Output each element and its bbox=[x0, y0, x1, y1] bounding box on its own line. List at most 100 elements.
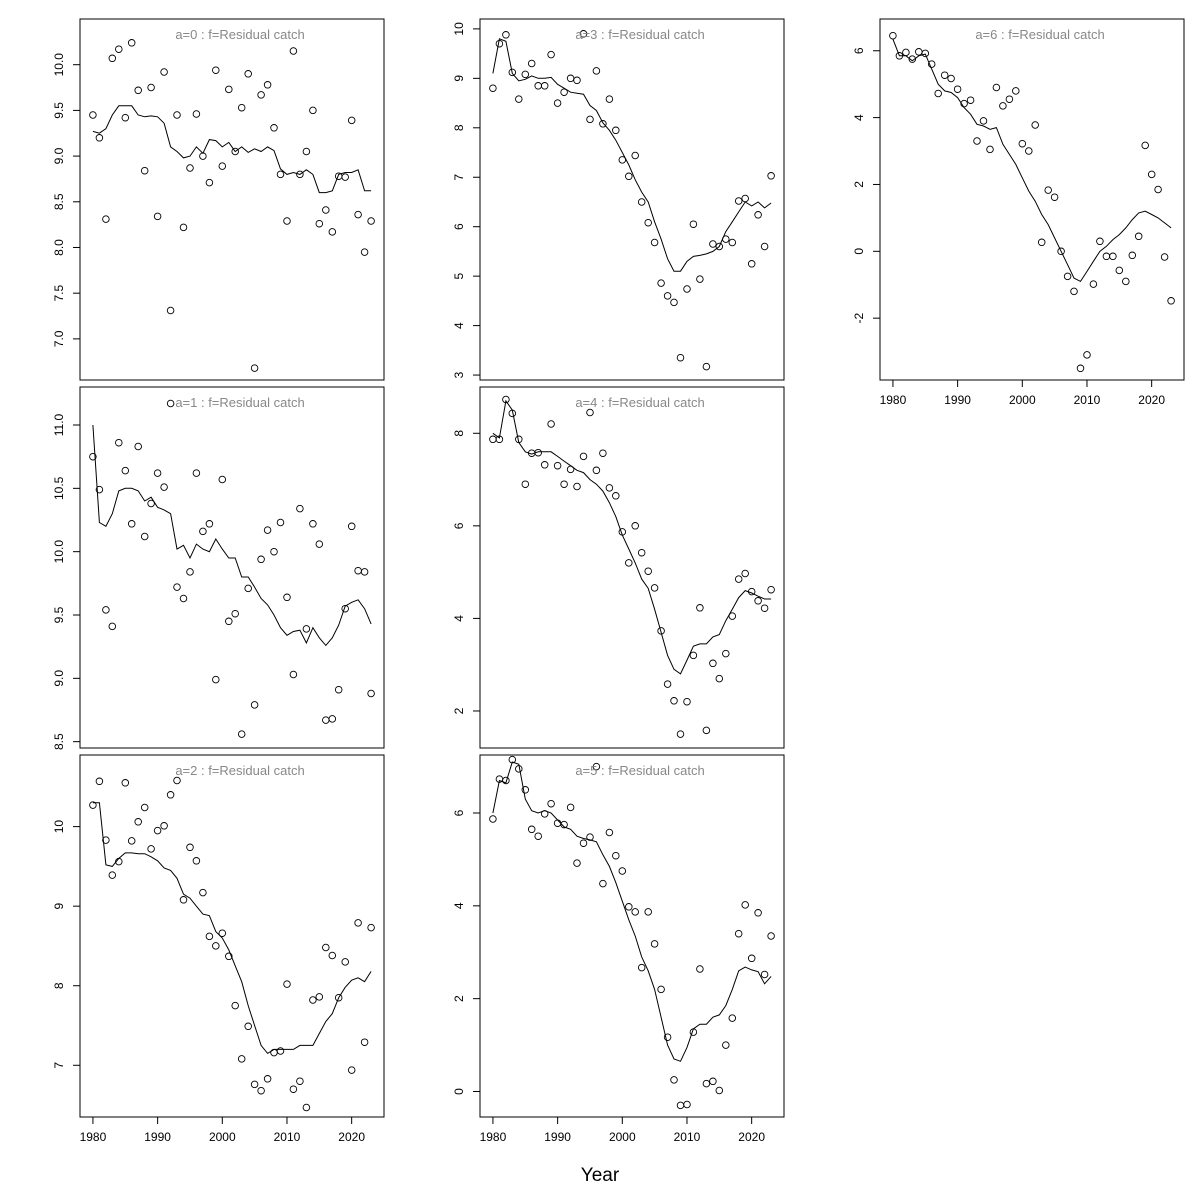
data-point bbox=[1083, 351, 1091, 359]
data-point bbox=[637, 198, 646, 206]
data-point bbox=[186, 568, 194, 576]
data-point bbox=[586, 115, 594, 124]
data-point bbox=[618, 156, 627, 164]
data-point bbox=[592, 67, 601, 75]
data-point bbox=[547, 420, 555, 428]
data-point bbox=[179, 223, 188, 232]
data-point bbox=[166, 399, 175, 408]
y-tick-label: 4 bbox=[452, 902, 466, 909]
data-point bbox=[754, 211, 762, 219]
y-tick-label: 6 bbox=[852, 47, 866, 54]
data-point bbox=[644, 567, 652, 575]
data-point bbox=[940, 71, 949, 79]
data-point bbox=[696, 275, 704, 283]
data-point bbox=[921, 49, 930, 58]
x-axis-title: Year bbox=[581, 1165, 620, 1186]
data-point bbox=[186, 164, 194, 172]
x-tick-label: 2010 bbox=[274, 1130, 301, 1144]
data-point bbox=[902, 48, 910, 57]
y-tick-label: 2 bbox=[452, 995, 466, 1002]
data-point bbox=[302, 625, 311, 633]
x-tick-label: 2000 bbox=[1009, 393, 1036, 407]
panel-title: a=6 : f=Residual catch bbox=[975, 27, 1104, 42]
data-point bbox=[1115, 266, 1124, 275]
data-point bbox=[89, 111, 97, 119]
data-point bbox=[115, 45, 123, 53]
data-point bbox=[367, 217, 375, 225]
data-point bbox=[354, 210, 362, 219]
data-point bbox=[257, 555, 265, 564]
data-point bbox=[1154, 185, 1162, 194]
data-point bbox=[121, 779, 130, 787]
data-point bbox=[360, 1038, 369, 1046]
y-tick-label: 8 bbox=[52, 982, 66, 989]
data-point bbox=[973, 137, 981, 145]
data-point bbox=[754, 909, 762, 917]
panel-a4: 2 4 6 8 a=4 : f=Residual catch bbox=[452, 386, 785, 749]
data-point bbox=[709, 659, 717, 668]
data-point bbox=[263, 81, 272, 89]
data-point bbox=[231, 1001, 239, 1010]
data-point bbox=[612, 126, 620, 135]
y-tick-label: 9.0 bbox=[52, 147, 66, 164]
y-tick-label: 2 bbox=[452, 707, 466, 714]
data-point bbox=[586, 408, 594, 417]
data-point bbox=[212, 942, 220, 950]
data-point bbox=[573, 76, 581, 85]
x-tick-label: 1990 bbox=[544, 1130, 571, 1144]
plot-frame bbox=[479, 754, 785, 1118]
data-point bbox=[1037, 238, 1046, 247]
data-point bbox=[250, 701, 259, 709]
data-point bbox=[250, 364, 259, 372]
data-point bbox=[1012, 87, 1020, 95]
data-point bbox=[612, 851, 620, 860]
panel-a2: 7 8 9 10 1980 1990 2000 2010 2020 a=2 : f=Residua… bbox=[52, 754, 385, 1144]
data-point bbox=[696, 604, 704, 612]
x-tick-label: 1980 bbox=[480, 1130, 507, 1144]
data-point bbox=[322, 206, 330, 214]
data-point bbox=[134, 818, 142, 826]
data-point bbox=[179, 896, 188, 904]
data-point bbox=[637, 548, 646, 557]
panel-title: a=2 : f=Residual catch bbox=[175, 763, 304, 778]
plot-frame bbox=[79, 754, 385, 1118]
fitted-line bbox=[92, 105, 372, 194]
plot-frame bbox=[79, 386, 385, 749]
data-point bbox=[1141, 141, 1149, 150]
data-point bbox=[728, 612, 737, 620]
y-tick-label: 8.5 bbox=[52, 193, 66, 210]
data-point bbox=[153, 826, 162, 835]
data-point bbox=[257, 91, 265, 99]
panel-title: a=3 : f=Residual catch bbox=[575, 27, 704, 42]
data-point bbox=[979, 117, 988, 125]
y-tick-label: 4 bbox=[852, 114, 866, 121]
data-point bbox=[121, 466, 130, 475]
data-point bbox=[1109, 252, 1117, 261]
y-tick-label: 8 bbox=[452, 430, 466, 437]
data-point bbox=[218, 929, 227, 937]
data-point bbox=[702, 726, 711, 735]
data-point bbox=[741, 194, 749, 203]
data-point bbox=[244, 1022, 252, 1031]
data-point bbox=[560, 480, 568, 488]
y-tick-label: 5 bbox=[452, 272, 466, 279]
data-point bbox=[999, 102, 1007, 110]
data-point bbox=[605, 484, 614, 492]
data-point bbox=[605, 95, 614, 103]
data-point bbox=[508, 68, 517, 77]
data-point bbox=[1018, 139, 1027, 148]
data-point bbox=[566, 803, 575, 812]
data-point bbox=[102, 215, 110, 223]
data-point bbox=[276, 170, 285, 179]
data-point bbox=[715, 1086, 724, 1095]
data-point bbox=[192, 857, 201, 865]
data-point bbox=[1167, 297, 1175, 305]
data-point bbox=[237, 730, 246, 738]
data-point bbox=[605, 828, 614, 837]
data-point bbox=[579, 30, 588, 38]
data-point bbox=[309, 520, 317, 528]
data-point bbox=[521, 70, 530, 79]
data-point bbox=[147, 845, 155, 853]
data-point bbox=[1160, 253, 1169, 261]
data-point bbox=[173, 111, 181, 119]
